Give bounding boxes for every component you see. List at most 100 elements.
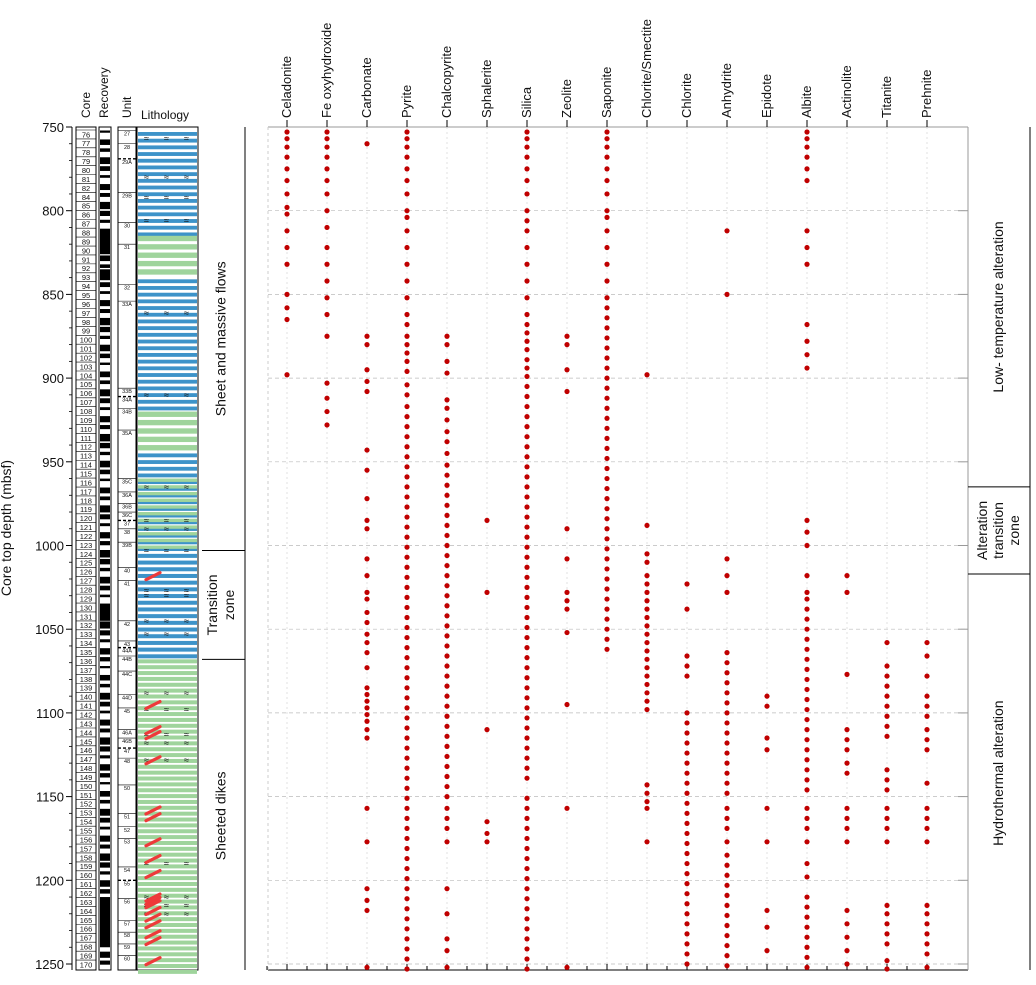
core-label: 165 [80, 916, 93, 925]
breccia-glyph: ≈ [144, 172, 149, 182]
recovery-bar [100, 184, 110, 191]
breccia-glyph: ≈ [144, 688, 149, 698]
mineral-header: Sphalerite [479, 59, 494, 118]
breccia-glyph: ≈ [164, 134, 169, 144]
data-point [604, 177, 610, 184]
data-point [604, 261, 610, 267]
mineral-header: Pyrite [399, 85, 414, 118]
data-point [884, 902, 890, 909]
flow-band [138, 513, 197, 518]
flow-band [138, 373, 197, 377]
data-point [364, 907, 370, 914]
core-label: 151 [80, 791, 93, 800]
data-point [604, 646, 610, 652]
data-point [484, 589, 490, 595]
data-point [444, 733, 450, 739]
data-point [364, 526, 370, 532]
data-point [804, 716, 810, 723]
recovery-bar [100, 514, 110, 520]
breccia-glyph: ≈ [184, 482, 189, 492]
unit-label: 40 [124, 568, 130, 574]
flow-band [138, 453, 197, 458]
data-point [564, 556, 570, 562]
data-point [644, 598, 650, 604]
flow-band [138, 573, 197, 578]
data-point [284, 177, 290, 184]
data-point [804, 737, 810, 743]
data-point [444, 673, 450, 679]
data-point [524, 865, 530, 872]
vein-mark [144, 725, 162, 736]
data-point [924, 921, 930, 927]
data-point [804, 954, 810, 960]
data-point [884, 805, 890, 811]
unit-label: 53 [124, 839, 130, 845]
data-point [844, 907, 850, 914]
data-point [604, 166, 610, 172]
flow-band [138, 379, 197, 384]
data-point [524, 634, 530, 641]
data-point [684, 790, 690, 796]
data-point [524, 695, 530, 701]
recovery-bar [100, 746, 110, 752]
vein-mark [144, 892, 162, 903]
core-label: 169 [80, 951, 93, 960]
data-point [364, 619, 370, 626]
unit-label: 58 [124, 933, 130, 939]
data-point [644, 656, 650, 662]
data-point [324, 191, 330, 197]
data-point [324, 395, 330, 401]
data-point [364, 596, 370, 602]
dike-band [138, 952, 197, 957]
data-point [844, 948, 850, 954]
y-tick-label: 1050 [35, 622, 64, 637]
data-point [404, 715, 410, 721]
data-point [724, 815, 730, 821]
data-point [364, 886, 370, 892]
data-point [924, 780, 930, 786]
unit-label: 56 [124, 900, 130, 906]
data-point [524, 725, 530, 731]
recovery-bar [100, 192, 110, 197]
flow-band [138, 406, 197, 411]
data-point [404, 295, 410, 301]
dike-band [138, 852, 197, 857]
recovery-bar [100, 880, 110, 887]
data-point [604, 616, 610, 622]
flow-band [138, 634, 197, 639]
breccia-glyph: ≈ [144, 892, 149, 902]
y-tick-label: 1250 [35, 957, 64, 972]
core-label: 101 [80, 345, 93, 354]
data-point [524, 365, 530, 371]
data-point [804, 727, 810, 733]
data-point [404, 865, 410, 872]
dike-band [138, 794, 197, 799]
data-point [404, 645, 410, 651]
mineral-header: Anhydrite [719, 63, 734, 118]
data-point [604, 278, 610, 284]
data-point [404, 444, 410, 450]
data-point [684, 951, 690, 957]
data-point [524, 645, 530, 651]
breccia-glyph: ≈ [164, 308, 169, 318]
data-point [324, 380, 330, 386]
flow-band [138, 319, 197, 324]
data-point [804, 825, 810, 832]
breccia-glyph: ≈ [184, 172, 189, 182]
data-point [364, 650, 370, 656]
data-point [324, 224, 330, 231]
data-point [564, 367, 570, 373]
flow-band [138, 158, 197, 163]
flow-band [138, 654, 197, 659]
breccia-glyph: ≈ [164, 900, 169, 910]
data-point [404, 228, 410, 234]
mineral-header: Zeolite [559, 79, 574, 118]
data-point [924, 911, 930, 917]
core-label: 119 [80, 505, 92, 514]
core-label: 160 [80, 871, 93, 880]
data-point [444, 753, 450, 760]
data-point [564, 388, 570, 395]
mineral-header: Chalcopyrite [439, 46, 454, 118]
data-point [724, 805, 730, 811]
dike-band [138, 723, 197, 728]
